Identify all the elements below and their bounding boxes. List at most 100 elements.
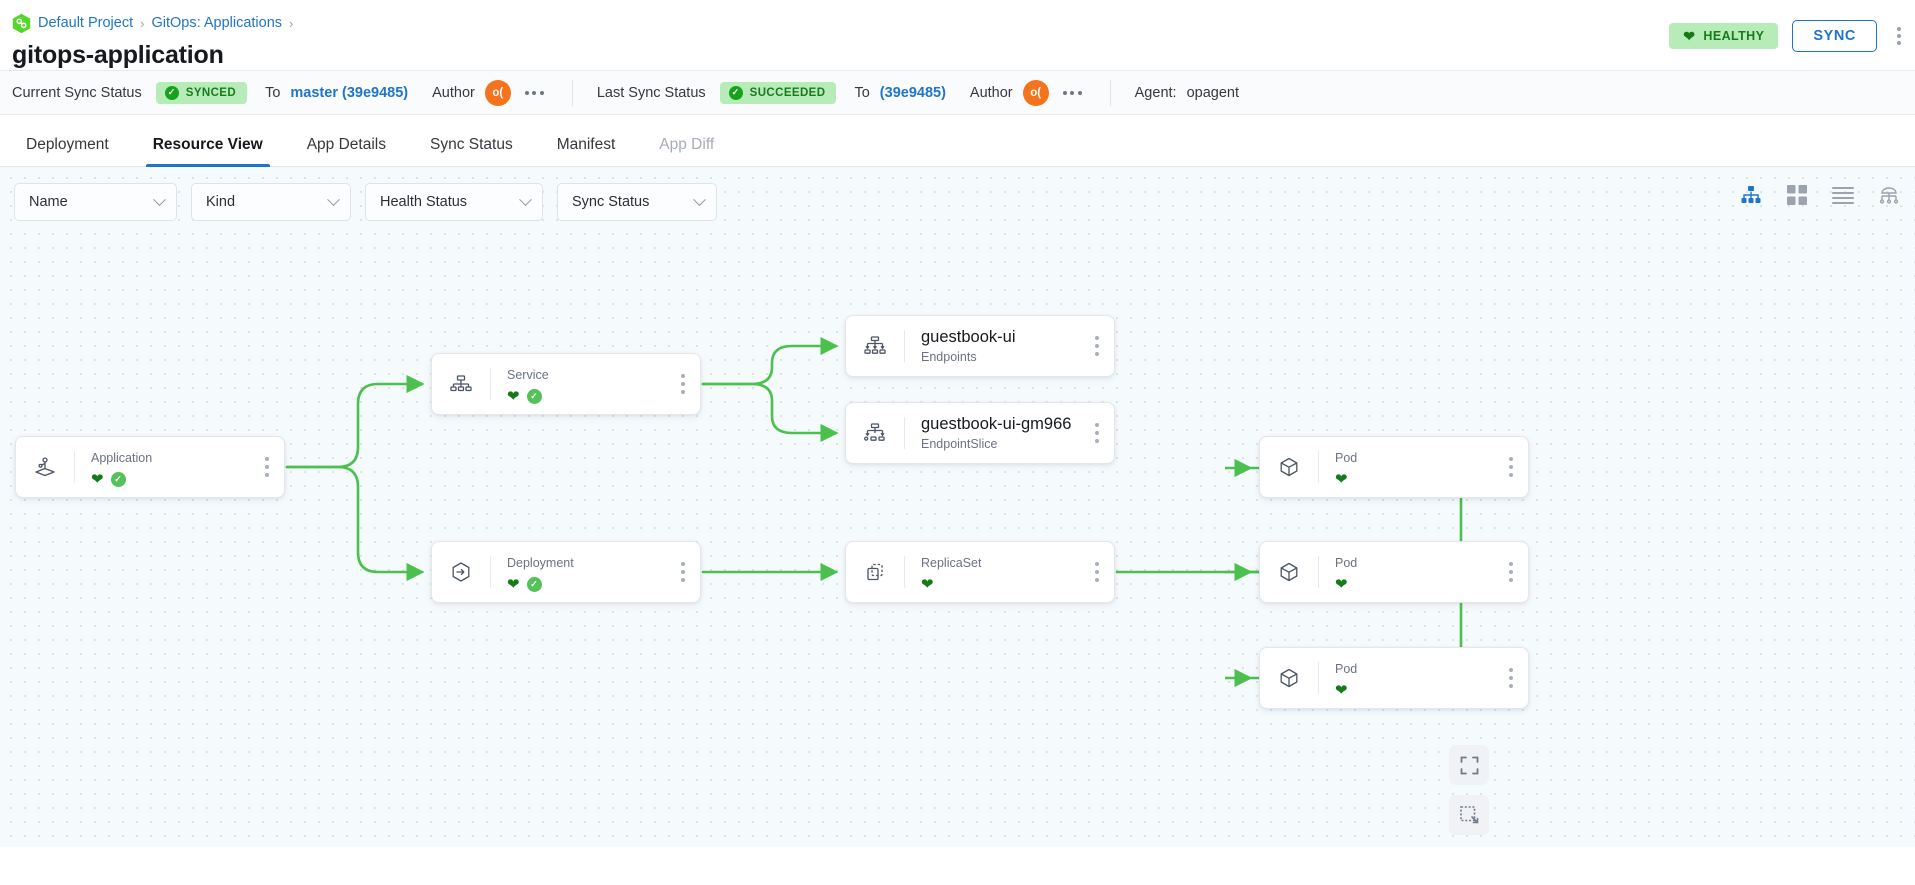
node-kind: EndpointSlice bbox=[921, 437, 998, 452]
node-overflow-menu[interactable] bbox=[1494, 648, 1528, 708]
node-content: guestbook-ui-5b64f6959… Pod ❤ bbox=[1319, 648, 1494, 708]
tab-bar: Deployment Resource View App Details Syn… bbox=[0, 115, 1915, 167]
node-overflow-menu[interactable] bbox=[1080, 542, 1114, 602]
status-badge-healthy[interactable]: ❤ HEALTHY bbox=[1669, 23, 1779, 49]
node-kind: Pod bbox=[1335, 556, 1358, 570]
graph-node-endpointslice[interactable]: guestbook-ui-gm966 EndpointSlice bbox=[845, 402, 1115, 464]
chevron-down-icon bbox=[327, 192, 340, 206]
node-name: guestbook-ui-5b64f6959… bbox=[1335, 447, 1494, 448]
node-overflow-menu[interactable] bbox=[1494, 437, 1528, 497]
resource-graph-canvas[interactable]: Name Kind Health Status Sync Status bbox=[0, 167, 1915, 847]
graph-node-application[interactable]: gitops-application Application ❤ ✓ bbox=[15, 436, 285, 498]
node-overflow-menu[interactable] bbox=[1080, 403, 1114, 463]
divider bbox=[1109, 79, 1111, 106]
synced-check-icon: ✓ bbox=[110, 472, 126, 487]
node-kind: Service bbox=[507, 368, 549, 382]
node-name: guestbook-ui-5b64f6959… bbox=[1335, 658, 1494, 659]
kebab-vertical-icon[interactable] bbox=[1891, 23, 1907, 49]
divider bbox=[904, 330, 905, 362]
filter-health-status-select[interactable]: Health Status bbox=[365, 183, 543, 221]
node-kind: Pod bbox=[1335, 662, 1358, 676]
canvas-zoom-controls bbox=[1449, 745, 1489, 847]
avatar[interactable]: o( bbox=[1022, 79, 1049, 106]
current-to-label: To bbox=[265, 84, 281, 101]
node-overflow-menu[interactable] bbox=[1494, 542, 1528, 602]
endpoints-icon bbox=[846, 316, 904, 376]
divider bbox=[1318, 556, 1319, 588]
synced-check-icon: ✓ bbox=[526, 389, 542, 404]
status-badge-label: HEALTHY bbox=[1703, 29, 1765, 43]
current-sync-status-chip-label: SYNCED bbox=[185, 86, 237, 99]
view-mode-toggle-group bbox=[1739, 183, 1901, 207]
node-overflow-menu[interactable] bbox=[666, 354, 700, 414]
filter-sync-status-select[interactable]: Sync Status bbox=[557, 183, 717, 221]
chevron-down-icon bbox=[153, 192, 166, 206]
graph-node-pod-3[interactable]: guestbook-ui-5b64f6959… Pod ❤ bbox=[1259, 647, 1529, 709]
graph-node-replicaset[interactable]: guestbook-ui-5b64f69597 ReplicaSet ❤ bbox=[845, 541, 1115, 603]
divider bbox=[1318, 451, 1319, 483]
current-author-overflow-icon[interactable] bbox=[521, 85, 548, 101]
divider bbox=[904, 417, 905, 449]
graph-node-service[interactable]: guestbook-ui Service ❤ ✓ bbox=[431, 353, 701, 415]
sync-status-bar: Current Sync Status ✓ SYNCED To master (… bbox=[0, 70, 1915, 115]
select-box-icon[interactable] bbox=[1449, 795, 1489, 835]
tab-deployment[interactable]: Deployment bbox=[26, 135, 109, 153]
graph-node-endpoints[interactable]: guestbook-ui Endpoints bbox=[845, 315, 1115, 377]
last-revision-link[interactable]: (39e9485) bbox=[879, 84, 946, 101]
breadcrumb-item-gitops-applications[interactable]: GitOps: Applications bbox=[151, 15, 283, 31]
node-kind: ReplicaSet bbox=[921, 556, 982, 570]
current-author-label: Author bbox=[432, 84, 475, 101]
tab-sync-status[interactable]: Sync Status bbox=[429, 135, 513, 153]
current-revision-link[interactable]: master (39e9485) bbox=[290, 84, 409, 101]
node-overflow-menu[interactable] bbox=[1080, 316, 1114, 376]
graph-node-pod-1[interactable]: guestbook-ui-5b64f6959… Pod ❤ bbox=[1259, 436, 1529, 498]
chevron-down-icon bbox=[519, 192, 532, 206]
filter-name-select[interactable]: Name bbox=[14, 183, 177, 221]
node-name: guestbook-ui-gm966 bbox=[921, 414, 1072, 433]
list-view-icon[interactable] bbox=[1831, 183, 1855, 207]
grid-view-icon[interactable] bbox=[1785, 183, 1809, 207]
node-status: ❤ bbox=[1335, 577, 1494, 592]
gitops-hex-icon bbox=[12, 13, 31, 34]
agent-label: Agent: bbox=[1134, 84, 1177, 101]
heart-icon: ❤ bbox=[1683, 28, 1696, 44]
last-sync-status-chip-label: SUCCEEDED bbox=[749, 86, 826, 99]
endpointslice-icon bbox=[846, 403, 904, 463]
node-kind: Endpoints bbox=[921, 350, 977, 365]
filter-health-status-label: Health Status bbox=[380, 194, 468, 210]
tree-view-icon[interactable] bbox=[1739, 183, 1763, 207]
node-kind: Deployment bbox=[507, 556, 574, 570]
synced-check-icon: ✓ bbox=[526, 577, 542, 592]
filter-sync-status-label: Sync Status bbox=[572, 194, 650, 210]
graph-node-pod-2[interactable]: guestbook-ui-5b64f6959… Pod ❤ bbox=[1259, 541, 1529, 603]
app-header: Default Project › GitOps: Applications ›… bbox=[0, 0, 1915, 70]
divider bbox=[904, 556, 905, 588]
filter-name-label: Name bbox=[29, 194, 68, 210]
node-status: ❤ bbox=[1335, 683, 1494, 698]
node-content: guestbook-ui-5b64f69597 ReplicaSet ❤ bbox=[905, 542, 1080, 602]
avatar[interactable]: o( bbox=[484, 79, 511, 106]
fullscreen-icon[interactable] bbox=[1449, 745, 1489, 785]
node-content: guestbook-ui-5b64f6959… Pod ❤ bbox=[1319, 542, 1494, 602]
filter-kind-select[interactable]: Kind bbox=[191, 183, 351, 221]
tab-manifest[interactable]: Manifest bbox=[556, 135, 616, 153]
node-overflow-menu[interactable] bbox=[250, 437, 284, 497]
tab-resource-view[interactable]: Resource View bbox=[131, 136, 285, 167]
breadcrumb-item-default-project[interactable]: Default Project bbox=[38, 15, 134, 31]
current-sync-status-label: Current Sync Status bbox=[12, 84, 142, 101]
heart-icon: ❤ bbox=[507, 576, 520, 593]
filter-kind-label: Kind bbox=[206, 194, 236, 210]
last-sync-status-label: Last Sync Status bbox=[596, 84, 706, 101]
network-view-icon[interactable] bbox=[1877, 183, 1901, 207]
graph-node-deployment[interactable]: guestbook-ui Deployment ❤ ✓ bbox=[431, 541, 701, 603]
breadcrumb-separator: › bbox=[289, 15, 294, 31]
last-author-overflow-icon[interactable] bbox=[1059, 85, 1086, 101]
deployment-icon bbox=[432, 542, 490, 602]
sync-button[interactable]: SYNC bbox=[1792, 20, 1877, 52]
divider bbox=[490, 368, 491, 400]
tab-app-details[interactable]: App Details bbox=[306, 135, 386, 153]
pod-icon bbox=[1260, 648, 1318, 708]
node-status: ❤ ✓ bbox=[507, 389, 666, 404]
divider bbox=[1318, 662, 1319, 694]
node-overflow-menu[interactable] bbox=[666, 542, 700, 602]
